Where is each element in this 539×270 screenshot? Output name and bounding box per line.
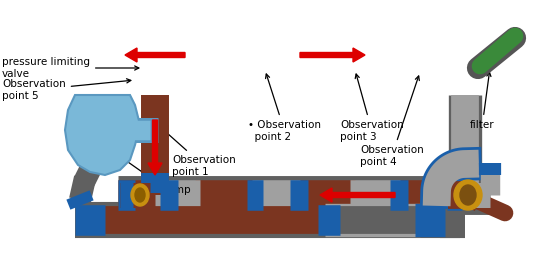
FancyArrow shape <box>320 188 395 202</box>
Text: pressure limiting
valve: pressure limiting valve <box>2 57 139 79</box>
Text: oil pump: oil pump <box>121 157 191 195</box>
Ellipse shape <box>135 188 145 202</box>
Text: Observation
point 3: Observation point 3 <box>340 74 404 141</box>
FancyArrow shape <box>300 48 365 62</box>
FancyArrow shape <box>125 48 185 62</box>
Polygon shape <box>65 95 140 175</box>
Ellipse shape <box>454 180 482 210</box>
Text: filter: filter <box>470 72 495 130</box>
Text: • Observation
  point 2: • Observation point 2 <box>248 74 321 141</box>
Text: Observation
point 5: Observation point 5 <box>2 79 131 101</box>
Text: Observation
point 1: Observation point 1 <box>161 128 236 177</box>
Ellipse shape <box>131 184 149 206</box>
Text: Observation
point 4: Observation point 4 <box>360 76 424 167</box>
Ellipse shape <box>460 185 476 205</box>
FancyArrow shape <box>148 120 162 175</box>
